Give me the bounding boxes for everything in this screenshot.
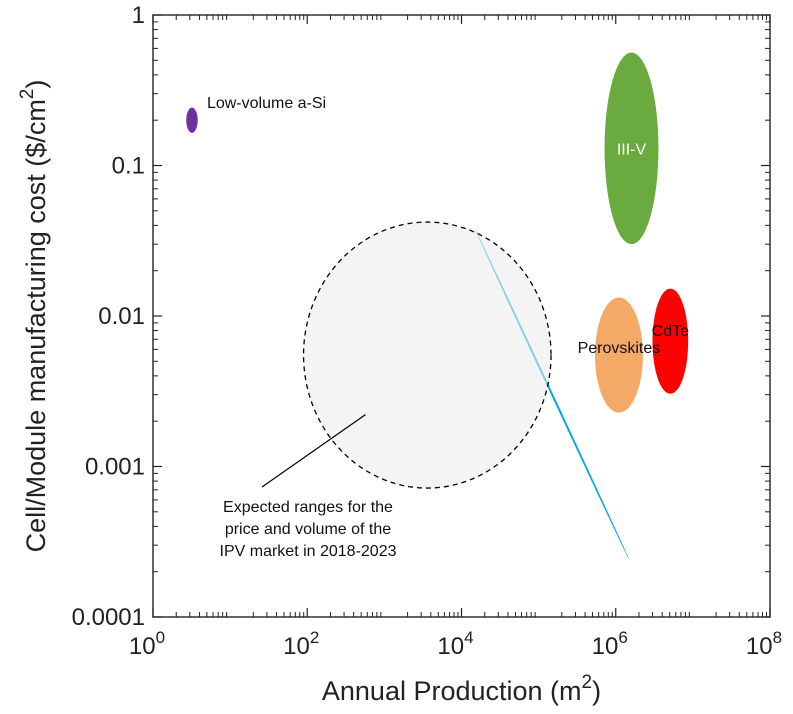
region-ipv-market-range — [302, 221, 552, 489]
annotation-line: price and volume of the — [225, 521, 391, 538]
y-axis-title: Cell/Module manufacturing cost ($/cm2) — [17, 80, 51, 553]
region-perovskites — [594, 297, 643, 413]
annotation-leader-line — [261, 414, 366, 488]
annotation-line: Expected ranges for the — [223, 499, 393, 516]
x-tick-label: 102 — [283, 628, 319, 660]
y-tick-label: 0.01 — [98, 303, 145, 330]
x-axis-title: Annual Production (m2) — [322, 672, 601, 706]
regions — [186, 52, 689, 561]
ticks: 100 102 104 106 108 1 0.1 0.01 0.001 0.0001 — [72, 2, 782, 660]
label-low-volume-a-si: Low-volume a-Si — [207, 95, 326, 112]
region-iii-v — [604, 52, 659, 245]
annotation: Expected ranges for the price and volume … — [220, 414, 397, 560]
y-tick-label: 1 — [132, 2, 145, 29]
x-tick-label: 108 — [746, 628, 782, 660]
y-tick-label: 0.1 — [112, 153, 145, 180]
label-iii-v: III-V — [617, 141, 647, 158]
label-perovskites: Perovskites — [578, 340, 661, 357]
x-tick-label: 100 — [129, 628, 165, 660]
label-cdte: CdTe — [652, 323, 689, 340]
region-cdte — [652, 288, 689, 394]
region-low-volume-a-si — [186, 107, 198, 133]
annotation-line: IPV market in 2018-2023 — [220, 543, 397, 560]
x-tick-label: 104 — [437, 628, 473, 660]
y-tick-label: 0.0001 — [72, 604, 145, 631]
x-tick-label: 106 — [592, 628, 628, 660]
axis-titles: Annual Production (m2) Cell/Module manufa… — [17, 80, 601, 706]
y-tick-label: 0.001 — [85, 454, 145, 481]
